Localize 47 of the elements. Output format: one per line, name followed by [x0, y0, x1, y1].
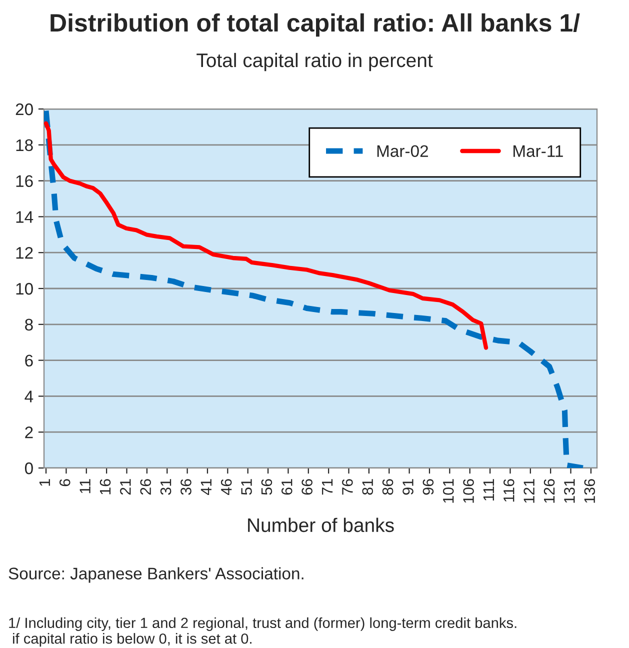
legend-label: Mar-11: [514, 145, 563, 158]
y-tick-label: 14: [16, 211, 34, 223]
y-tick-label: 8: [25, 318, 33, 331]
x-tick-label: 26: [140, 479, 152, 495]
y-tick-label: 6: [25, 354, 33, 367]
x-tick-label: 36: [180, 479, 192, 495]
x-tick-label: 121: [524, 479, 534, 503]
x-tick-label: 101: [442, 479, 454, 503]
x-tick-label: 136: [584, 479, 596, 503]
x-tick-label: 11: [80, 479, 90, 494]
x-tick-label: 96: [422, 479, 434, 495]
y-tick-label: 18: [16, 139, 33, 152]
y-tick-label: 20: [16, 103, 33, 116]
x-tick-label: 86: [382, 479, 394, 495]
x-axis-title: Number of banks: [248, 518, 394, 532]
y-tick-label: 4: [24, 390, 34, 402]
text: 1/ Including city, tier 1 and 2 regional, trust and (former) long-term credit banks. if capital ratio is below 0, it is set at 0.: [9, 617, 516, 647]
x-tick-label: 21: [120, 479, 131, 495]
y-tick-label: 10: [16, 282, 33, 295]
y-tick-label: 12: [16, 247, 33, 259]
chart-subtitle: Total capital ratio in percent: [196, 52, 433, 72]
x-tick-label: 6: [59, 479, 70, 486]
x-tick-label: 41: [200, 479, 212, 496]
line-series: [44, 121, 488, 350]
x-tick-label: 51: [241, 479, 252, 495]
x-tick-label: 56: [261, 479, 272, 495]
x-tick-label: 91: [402, 479, 414, 495]
chart-title: Distribution of total capital ratio: All banks 1/: [50, 13, 580, 37]
source-note: Source: Japanese Bankers' Association.: [8, 567, 304, 583]
x-tick-label: 76: [342, 479, 353, 495]
y-tick-label: 0: [24, 462, 33, 474]
x-tick-label: 61: [281, 479, 292, 495]
legend-label: Mar-02: [377, 145, 428, 158]
x-tick-label: 66: [302, 479, 312, 495]
x-tick-label: 31: [160, 479, 172, 495]
x-tick-label: 81: [362, 479, 374, 495]
y-tick-label: 2: [25, 426, 33, 438]
x-tick-label: 1: [39, 479, 50, 486]
x-tick-label: 111: [483, 479, 494, 500]
y-tick-label: 16: [16, 175, 33, 188]
x-tick-label: 131: [564, 479, 575, 503]
x-tick-label: 71: [322, 479, 333, 495]
x-tick-label: 46: [220, 479, 232, 496]
x-tick-label: 126: [544, 479, 555, 503]
x-tick-label: 106: [463, 479, 474, 503]
x-tick-label: 116: [504, 479, 514, 502]
x-tick-label: 16: [100, 479, 111, 494]
